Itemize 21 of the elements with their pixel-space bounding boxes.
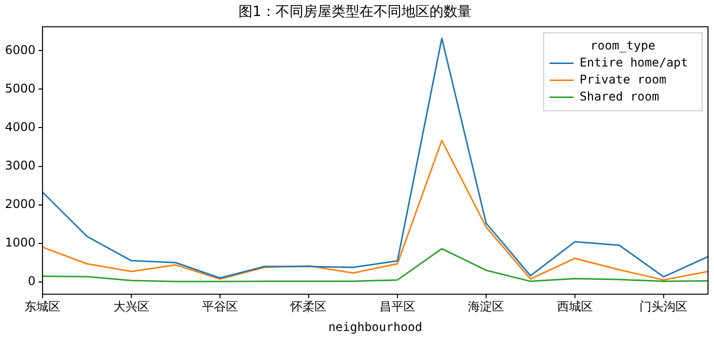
y-tick-label: 6000 [4, 42, 36, 57]
y-tick-label: 1000 [4, 235, 36, 250]
legend-label: Private room [580, 72, 666, 86]
x-tick-label: 西城区 [556, 300, 593, 314]
x-axis-title: neighbourhood [328, 320, 422, 334]
chart-title: 图1：不同房屋类型在不同地区的数量 [238, 4, 472, 20]
x-tick-label: 海淀区 [468, 300, 504, 314]
y-tick-label: 5000 [4, 81, 36, 96]
legend-label: Shared room [580, 89, 660, 104]
legend-title: room_type [590, 38, 656, 52]
x-tick-label: 怀柔区 [290, 300, 327, 314]
x-tick-label: 平谷区 [202, 300, 238, 314]
legend-label: Entire home/apt [580, 55, 688, 70]
x-tick-label: 大兴区 [113, 300, 150, 314]
y-tick-label: 3000 [4, 158, 36, 172]
y-tick-label: 2000 [4, 196, 36, 211]
x-tick-label: 东城区 [24, 300, 61, 314]
x-tick-label: 门头沟区 [640, 300, 688, 314]
y-tick-label: 4000 [4, 120, 36, 134]
x-tick-label: 昌平区 [379, 300, 416, 314]
y-tick-label: 0 [28, 274, 36, 288]
